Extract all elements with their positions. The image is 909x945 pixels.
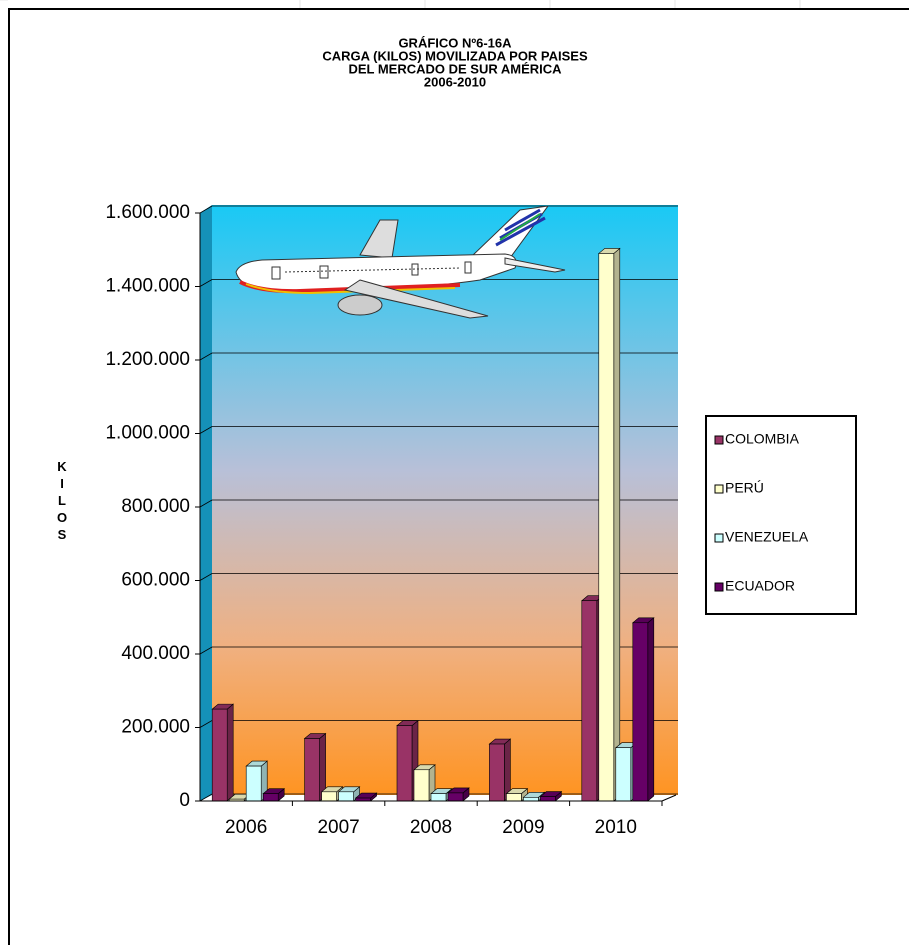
x-tick-label: 2009 [502,817,544,838]
legend-swatch [714,582,724,592]
bar [430,793,447,802]
grid-line [199,499,678,508]
grid-line [199,352,678,361]
bar-side [647,617,655,802]
bar [523,797,539,802]
svg-text:L: L [58,493,66,508]
svg-text:O: O [57,510,67,525]
x-tick-label: 2008 [410,817,452,838]
y-axis-label-letter: O [57,510,67,525]
side-wall [200,205,212,801]
y-tick-label: 1.600.000 [105,202,190,223]
legend-label: PERÚ [725,480,764,496]
title-line: CARGA (KILOS) MOVILIZADA POR PAISES [322,48,588,63]
bar-side [613,247,621,802]
legend-entries: COLOMBIA PERÚ VENEZUELA ECUADOR [714,431,809,594]
grid-line [199,426,678,434]
bar [245,765,262,802]
legend-label: VENEZUELA [725,529,809,545]
y-tick-label: 1.400.000 [105,276,190,297]
grid-line [199,646,678,655]
title-line: GRÁFICO Nº6-16A [398,35,512,50]
title-line: 2006-2010 [424,74,486,89]
airplane [235,205,566,319]
bar-side [226,703,234,802]
bar [338,791,354,802]
bar [413,769,430,802]
y-axis-label-letter: S [58,527,67,542]
grid-line [199,205,678,214]
y-axis-label-letter: L [58,493,66,508]
sheet-grid [0,0,801,8]
grid-line [199,279,678,287]
bar [489,743,505,802]
y-tick-label: 0 [179,790,190,811]
y-tick-label: 400.000 [121,643,190,664]
legend-label: COLOMBIA [725,431,800,447]
y-tick-label: 1.000.000 [105,423,190,444]
bar [396,725,413,802]
x-tick-label: 2010 [595,817,637,838]
bar [615,747,632,802]
bar [447,792,464,802]
y-tick-label: 200.000 [121,717,190,738]
legend-swatch [714,435,724,445]
grid: 0 200.000 400.000 600.000 800.000 1.000.000 1.… [105,202,678,811]
bar [304,738,320,802]
y-tick-label: 600.000 [121,570,190,591]
y-tick-label: 800.000 [121,496,190,517]
y-tick-label: 1.200.000 [105,349,190,370]
bar [262,793,279,802]
bars [211,247,655,802]
svg-text:I: I [60,476,64,491]
y-axis-label: KILOS [57,459,67,542]
bar [540,796,556,802]
legend [705,415,857,615]
x-axis-depth [661,794,677,802]
legend-swatch [714,484,724,494]
svg-text:S: S [58,527,67,542]
y-axis-label-text: K [57,459,67,474]
bar [632,622,649,802]
x-tick-label: 2007 [317,817,359,838]
grid-line [199,573,678,581]
title-line: DEL MERCADO DE SUR AMÉRICA [348,61,562,76]
x-tick-label: 2006 [225,817,267,838]
y-axis-label-letter: K [57,459,67,474]
legend-label: ECUADOR [725,578,795,594]
bar [506,793,522,802]
bar [321,791,337,802]
bar [598,253,615,802]
legend-swatch [714,533,724,543]
bar [211,708,228,802]
bar [581,600,598,802]
y-axis-label-letter: I [60,476,64,491]
